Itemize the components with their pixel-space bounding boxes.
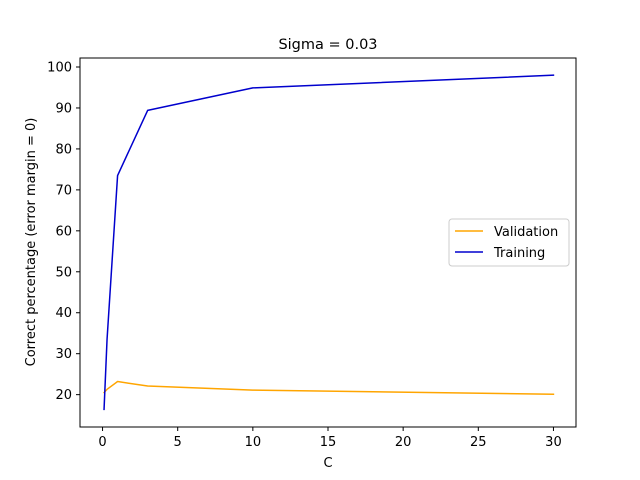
y-axis-ticks: 20 30 40 50 60 70 80 90 100	[47, 61, 80, 403]
x-tick-label: 30	[545, 435, 562, 450]
legend: Validation Training	[448, 218, 570, 267]
x-tick-label: 15	[320, 435, 337, 450]
series-layer	[102, 74, 555, 411]
y-tick-label: 60	[55, 224, 72, 239]
x-axis-label: C	[323, 456, 332, 471]
x-axis-ticks: 0 5 10 15 20 25 30	[98, 427, 562, 450]
y-tick-label: 40	[55, 306, 72, 321]
x-tick-label: 10	[245, 435, 262, 450]
y-tick-label: 50	[55, 265, 72, 280]
y-axis-label: Correct percentage (error margin = 0)	[24, 118, 39, 367]
series-line-validation	[102, 380, 555, 396]
legend-label-training: Training	[493, 246, 545, 261]
y-tick-label: 70	[55, 183, 72, 198]
x-tick-label: 5	[174, 435, 182, 450]
y-tick-label: 80	[55, 142, 72, 157]
series-line-training	[103, 74, 555, 411]
x-tick-label: 0	[98, 435, 106, 450]
y-tick-label: 20	[55, 388, 72, 403]
y-tick-label: 90	[55, 101, 72, 116]
y-tick-label: 100	[47, 61, 72, 76]
legend-label-validation: Validation	[494, 225, 558, 240]
y-tick-label: 30	[55, 347, 72, 362]
x-tick-label: 20	[395, 435, 412, 450]
plot-area: 0 5 10 15 20 25 30 20 30 40 50 60 70 80 90 100	[47, 57, 577, 450]
x-tick-label: 25	[470, 435, 487, 450]
chart-title: Sigma = 0.03	[278, 37, 377, 53]
